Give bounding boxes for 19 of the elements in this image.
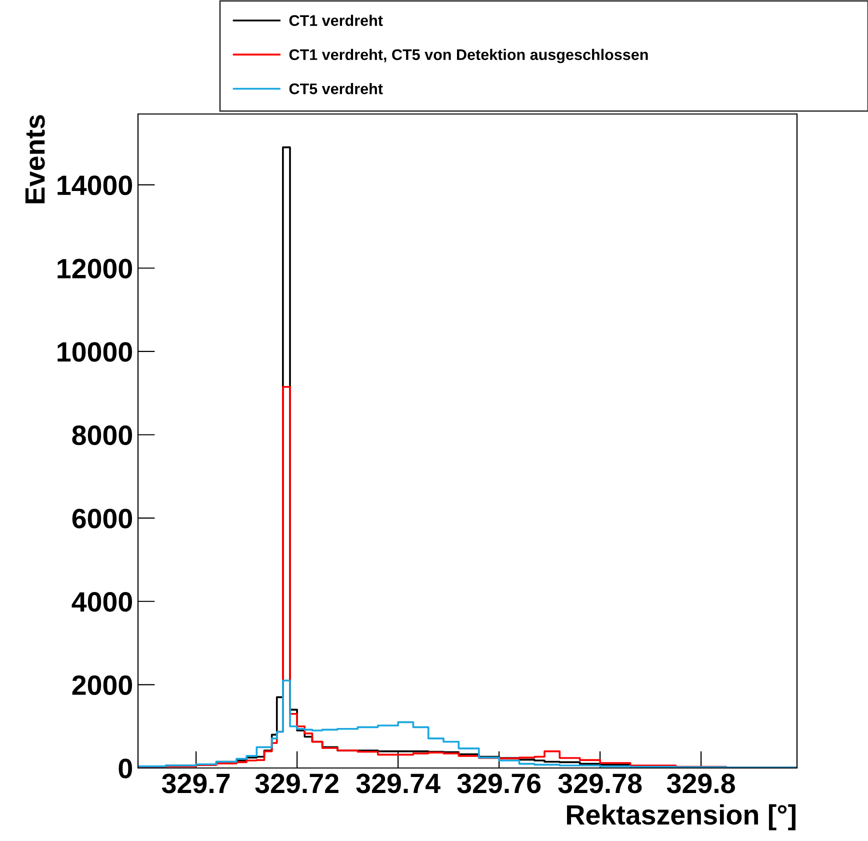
legend-label: CT5 verdreht (289, 83, 383, 94)
x-tick-label: 329.8 (666, 774, 735, 794)
y-tick-label: 8000 (72, 425, 132, 446)
y-tick-label: 4000 (72, 592, 132, 612)
legend-label: CT1 verdreht (289, 14, 383, 26)
y-tick-label: 14000 (58, 175, 132, 196)
x-tick-label: 329.78 (558, 774, 642, 794)
x-tick-label: 329.74 (356, 774, 440, 794)
legend-label: CT1 verdreht, CT5 von Detektion ausgeschlossen (289, 48, 648, 64)
y-tick-label: 12000 (58, 258, 132, 278)
x-tick-label: 329.72 (255, 774, 338, 794)
x-axis-title: Rektaszension [°] (567, 804, 796, 830)
x-tick-label: 329.7 (162, 774, 230, 794)
x-tick-label: 329.76 (457, 774, 541, 794)
y-tick-label: 2000 (72, 675, 132, 696)
y-tick-label: 0 (118, 758, 132, 778)
y-tick-label: 6000 (72, 508, 132, 528)
y-axis-title: Events (25, 115, 45, 204)
y-tick-label: 10000 (58, 342, 132, 362)
